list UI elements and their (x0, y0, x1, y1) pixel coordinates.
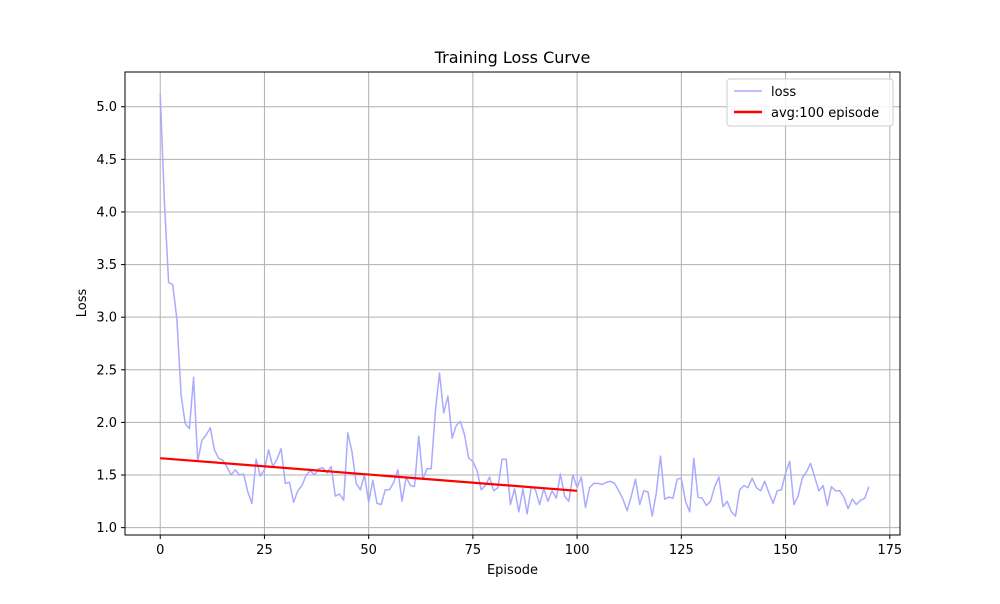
legend-label-avg: avg:100 episode (771, 106, 879, 121)
x-tick-label: 50 (360, 543, 377, 558)
chart-title: Training Loss Curve (434, 48, 591, 67)
series-group (159, 94, 870, 517)
series-line-avg (160, 457, 578, 492)
y-tick-label: 1.5 (96, 469, 117, 484)
y-tick-label: 3.5 (96, 258, 117, 273)
axis-ticks: 0 25 50 75 100 125 150 175 1.0 1.5 2.0 2.5 3.0 3.5 4.0… (96, 100, 902, 558)
x-tick-label: 75 (465, 543, 482, 558)
x-tick-label: 125 (669, 543, 694, 558)
y-tick-label: 5.0 (96, 100, 117, 115)
y-tick-label: 2.5 (96, 363, 117, 378)
x-tick-label: 175 (877, 543, 902, 558)
series-line-loss (159, 94, 870, 517)
x-tick-label: 25 (256, 543, 273, 558)
legend-box (726, 78, 894, 127)
y-tick-label: 4.0 (96, 205, 117, 220)
y-tick-label: 2.0 (96, 416, 117, 431)
plot-frame (124, 71, 901, 536)
y-axis-title: Loss (75, 289, 90, 318)
grid-lines (125, 72, 900, 535)
x-tick-label: 100 (565, 543, 590, 558)
y-tick-label: 3.0 (96, 311, 117, 326)
legend-label-loss: loss (771, 85, 796, 100)
legend: loss avg:100 episode (726, 78, 894, 127)
x-tick-label: 150 (773, 543, 798, 558)
x-tick-label: 0 (156, 543, 164, 558)
x-axis-title: Episode (487, 563, 538, 578)
y-tick-label: 1.0 (96, 521, 117, 536)
y-tick-label: 4.5 (96, 153, 117, 168)
